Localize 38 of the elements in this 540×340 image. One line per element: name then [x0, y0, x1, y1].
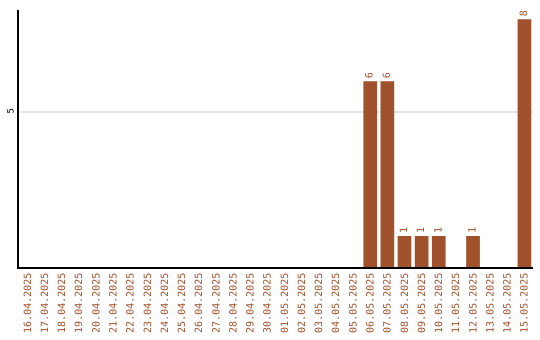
data-label: 6	[382, 72, 393, 78]
data-label: 8	[518, 10, 530, 16]
x-tick-label: 24.04.2025	[160, 272, 171, 333]
x-tick-label: 09.05.2025	[416, 272, 428, 333]
x-tick-label: 05.05.2025	[348, 272, 360, 333]
x-tick-label: 08.05.2025	[400, 272, 411, 333]
data-label: 1	[399, 227, 410, 234]
data-label: 6	[364, 72, 376, 78]
x-tick-label: 18.04.2025	[57, 272, 68, 333]
x-tick-label: 14.05.2025	[502, 272, 514, 333]
x-tick-label: 21.04.2025	[108, 272, 120, 333]
x-tick-label: 11.05.2025	[451, 272, 462, 333]
x-tick-label: 28.04.2025	[228, 272, 240, 333]
x-tick-label: 01.05.2025	[280, 272, 291, 333]
x-tick-label: 26.04.2025	[194, 272, 206, 333]
x-tick-label: 17.04.2025	[40, 272, 51, 333]
x-tick-label: 06.05.2025	[365, 272, 376, 333]
x-tick-label: 12.05.2025	[468, 272, 480, 333]
x-tick-label: 03.05.2025	[314, 272, 326, 333]
data-label: 1	[468, 227, 479, 234]
x-tick-label: 04.05.2025	[331, 272, 342, 333]
x-tick-label: 22.04.2025	[126, 272, 137, 333]
x-tick-label: 29.04.2025	[246, 272, 257, 333]
x-tick-label: 19.04.2025	[74, 272, 86, 333]
x-tick-label: 20.04.2025	[91, 272, 102, 333]
x-tick-label: 27.04.2025	[211, 272, 222, 333]
data-label: 1	[433, 227, 444, 234]
x-tick-label: 30.04.2025	[262, 272, 274, 333]
x-tick-label: 10.05.2025	[434, 272, 446, 333]
x-tick-label: 07.05.2025	[382, 272, 394, 333]
x-tick-label: 15.05.2025	[520, 272, 531, 333]
data-label: 1	[416, 227, 428, 234]
x-tick-label: 25.04.2025	[177, 272, 188, 333]
y-tick-label: 5	[6, 108, 17, 114]
x-tick-label: 23.04.2025	[142, 272, 154, 333]
x-tick-label: 02.05.2025	[296, 272, 308, 333]
x-tick-label: 16.04.2025	[22, 272, 34, 333]
x-tick-label: 13.05.2025	[485, 272, 496, 333]
